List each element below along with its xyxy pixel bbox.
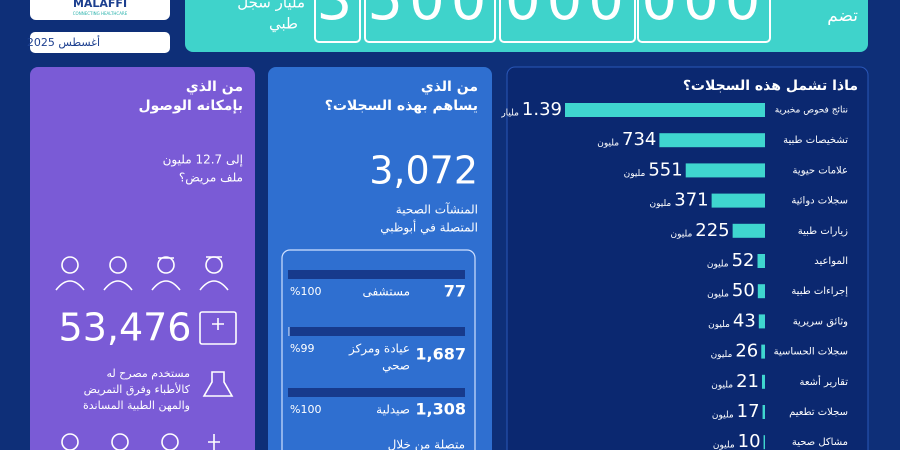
value-label: 52 [732, 250, 755, 271]
category-label: زيارات طبية [798, 226, 848, 237]
value-label: 21 [736, 371, 759, 392]
chart-title: ماذا تشمل هذه السجلات؟ [683, 78, 858, 94]
footer: متصلة من خلال [388, 438, 465, 450]
facility-count: 1,687 [415, 345, 466, 364]
bar [757, 254, 765, 268]
unit-label: مليون [649, 199, 671, 209]
users-desc: كالأطباء وفرق التمريض [84, 382, 191, 396]
counter-caption: طبي [269, 15, 298, 34]
value-label: 43 [733, 310, 756, 331]
category-label: تقارير أشعة [799, 375, 848, 388]
progress-fill [288, 270, 465, 279]
facilities-count: 3,072 [369, 149, 478, 193]
digit-group: 500 [368, 0, 493, 33]
category-label: مشاكل صحية [792, 437, 848, 448]
facility-name: صيدلية [376, 403, 410, 417]
access-panel [30, 67, 255, 450]
facilities-box [281, 249, 476, 450]
category-label: سجلات دوائية [791, 196, 848, 207]
digit-group: 000 [642, 0, 767, 33]
category-label: إجراءات طبية [791, 286, 848, 297]
digit-group: 000 [505, 0, 630, 33]
panel-title: من الذي [186, 79, 243, 96]
digit-box [637, 0, 771, 43]
unit-label: مليون [707, 260, 729, 270]
value-label: 551 [648, 159, 682, 180]
facility-percent: %100 [290, 285, 321, 298]
records-panel [506, 66, 869, 450]
staff-icons [55, 256, 237, 450]
facility-name: عيادة ومركز [348, 342, 410, 357]
progress-fill [288, 388, 465, 397]
value-label: 225 [695, 220, 729, 241]
facilities-desc: المتصلة في أبوظبي [380, 220, 478, 236]
unit-label: مليون [708, 320, 730, 330]
patients-text: إلى 12.7 مليون [163, 153, 243, 168]
logo-box [30, 0, 170, 20]
unit-label: مليون [597, 139, 619, 149]
facility-name: صحي [382, 359, 410, 373]
facility-percent: %99 [290, 342, 314, 355]
unit-label: مليون [707, 290, 729, 300]
progress-fill [289, 327, 465, 336]
unit-label: مليون [624, 169, 646, 179]
logo: MALAFFI [73, 0, 127, 10]
bar [685, 163, 765, 178]
value-label: 17 [737, 401, 760, 422]
intro: تضم [827, 6, 858, 26]
facility-count: 1,308 [415, 400, 466, 419]
users-desc: مستخدم مصرح له [106, 367, 190, 380]
value-label: 1.39 [522, 99, 562, 120]
counter-caption: مليار سجل [237, 0, 305, 12]
users-desc: والمهن الطبية المساندة [83, 399, 190, 412]
facility-name: مستشفى [362, 285, 410, 299]
category-label: نتائج فحوص مخبرية [775, 106, 848, 116]
date: أغسطس 2025 [27, 35, 100, 49]
panel-title: يساهم بهذه السجلات؟ [325, 98, 478, 114]
category-label: علامات حيوية [793, 165, 848, 176]
panel-title: من الذي [421, 79, 478, 96]
bar [763, 435, 765, 450]
value-label: 10 [738, 431, 761, 450]
category-label: تشخيصات طبية [783, 135, 848, 146]
counter-panel [185, 0, 868, 52]
contrib-panel [268, 67, 492, 450]
category-label: سجلات الحساسية [774, 347, 848, 358]
digit-box [499, 0, 636, 43]
patients-text: ملف مريض؟ [179, 171, 243, 186]
date-box [30, 32, 170, 53]
value-label: 26 [735, 341, 758, 362]
bar [761, 344, 765, 359]
users-count: 53,476 [59, 306, 192, 350]
digit-box [314, 0, 361, 43]
bar [757, 284, 765, 299]
unit-label: مليار [500, 109, 519, 119]
bar [762, 405, 765, 419]
unit-label: مليون [711, 350, 733, 360]
unit-label: مليون [711, 380, 733, 390]
value-label: 371 [674, 190, 708, 211]
digit-box [364, 0, 496, 43]
panel-title: بإمكانه الوصول [139, 98, 244, 114]
facility-count: 77 [444, 282, 466, 301]
unit-label: مليون [712, 411, 734, 421]
bar [711, 193, 765, 208]
value-label: 734 [622, 129, 656, 150]
unit-label: مليون [670, 229, 692, 239]
bar [565, 103, 765, 117]
category-label: المواعيد [814, 256, 848, 267]
unit-label: مليون [713, 441, 735, 450]
value-label: 50 [732, 280, 755, 301]
bar [732, 223, 765, 238]
category-label: سجلات تطعيم [789, 407, 848, 418]
bar [761, 374, 765, 389]
bar [758, 314, 765, 329]
logo-tagline: CONNECTING HEALTHCARE [73, 11, 128, 16]
category-label: وثائق سريرية [793, 316, 848, 327]
bar [659, 133, 765, 148]
digit-group: 3 [317, 0, 359, 33]
facilities-desc: المنشآت الصحية [396, 202, 478, 217]
facility-percent: %100 [290, 403, 321, 416]
